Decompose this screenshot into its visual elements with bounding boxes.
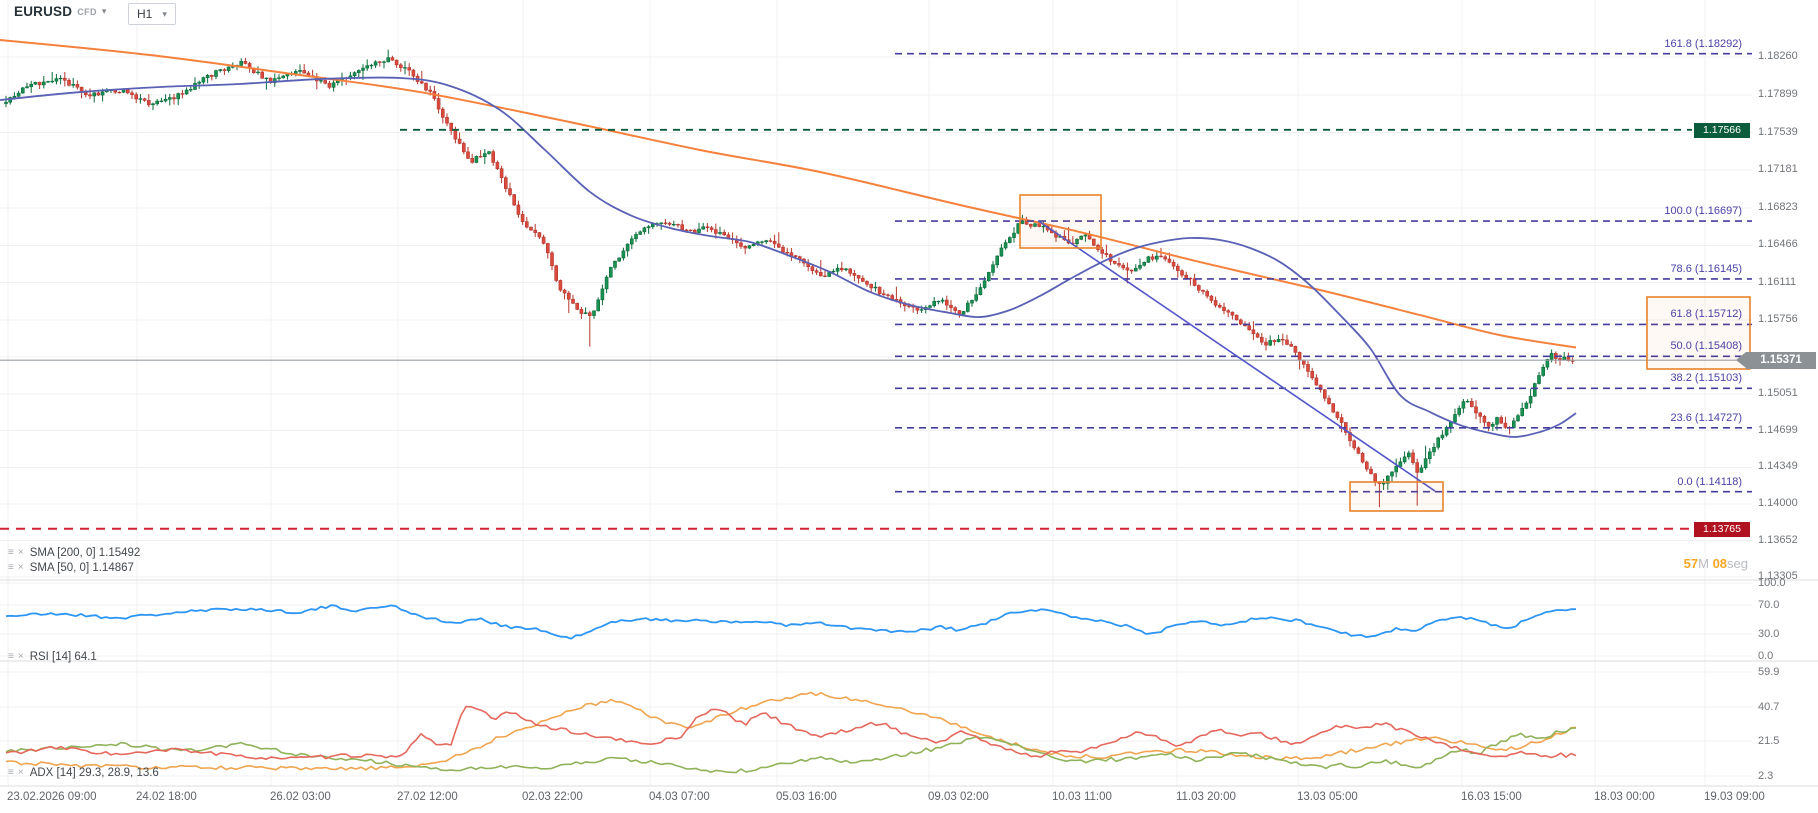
time-axis-label: 04.03 07:00	[649, 791, 710, 803]
adx-label: ADX [14] 29.3, 28.9, 13.6	[29, 766, 159, 779]
rsi-label: RSI [14] 64.1	[29, 650, 97, 663]
time-axis-label: 19.03 09:00	[1704, 791, 1765, 803]
settings-icon[interactable]: ≡	[8, 547, 14, 558]
fib-level-label: 100.0 (1.16697)	[1664, 205, 1742, 218]
settings-icon[interactable]: ≡	[8, 651, 14, 662]
time-axis-label: 16.03 15:00	[1461, 791, 1522, 803]
time-axis-label: 11.03 20:00	[1176, 791, 1236, 803]
time-axis-label: 10.03 11:00	[1052, 791, 1112, 803]
close-icon[interactable]: ×	[17, 562, 24, 573]
time-axis-label: 13.03 05:00	[1297, 791, 1358, 803]
instrument-type-badge: CFD	[77, 6, 97, 17]
time-axis-label: 02.03 22:00	[522, 791, 583, 803]
settings-icon[interactable]: ≡	[8, 767, 14, 778]
sma200-label: SMA [200, 0] 1.15492	[29, 546, 141, 559]
close-icon[interactable]: ×	[17, 651, 24, 662]
price-axis-label: 1.14699	[1758, 423, 1798, 436]
timer-minutes: 57	[1683, 556, 1699, 571]
rsi-axis-label: 100.0	[1758, 576, 1786, 589]
time-axis-label: 23.02.2026 09:00	[7, 791, 97, 803]
fib-level-label: 61.8 (1.15712)	[1670, 308, 1742, 321]
adx-axis-label: 59.9	[1758, 665, 1780, 678]
price-axis-label: 1.17899	[1758, 87, 1798, 100]
price-axis-label: 1.18260	[1758, 50, 1798, 62]
time-axis-label: 27.02 12:00	[397, 791, 458, 803]
time-axis-label: 09.03 02:00	[928, 791, 989, 803]
adx-axis-label: 21.5	[1758, 734, 1780, 747]
adx-axis-label: 2.3	[1758, 769, 1774, 782]
chevron-down-icon: ▾	[101, 6, 107, 16]
adx-axis-label: 40.7	[1758, 700, 1780, 713]
toolbar: EURUSD CFD ▾ H1 ▾	[0, 0, 1818, 28]
price-axis-label: 1.16823	[1758, 200, 1798, 213]
price-axis-label: 1.13652	[1758, 533, 1798, 546]
price-axis-label: 1.17181	[1758, 163, 1798, 176]
fib-level-label: 0.0 (1.14118)	[1677, 475, 1742, 488]
current-price-arrow	[1736, 352, 1746, 368]
fib-level-label: 23.6 (1.14727)	[1670, 411, 1742, 424]
sma200-legend: ≡ × SMA [200, 0] 1.15492	[8, 546, 140, 559]
price-axis-label: 1.17539	[1758, 125, 1798, 138]
resistance-price-badge: 1.17566	[1694, 123, 1750, 138]
timeframe-selector[interactable]: H1 ▾	[128, 3, 176, 25]
settings-icon[interactable]: ≡	[8, 562, 14, 573]
fib-level-label: 78.6 (1.16145)	[1670, 262, 1742, 275]
time-axis-label: 24.02 18:00	[136, 791, 197, 803]
time-axis-label: 05.03 16:00	[776, 791, 837, 803]
fib-level-label: 38.2 (1.15103)	[1670, 372, 1742, 385]
sma50-legend: ≡ × SMA [50, 0] 1.14867	[8, 561, 134, 574]
price-axis-label: 1.13305	[1758, 570, 1798, 582]
support-price-badge: 1.13765	[1694, 522, 1750, 537]
time-axis-label: 18.03 00:00	[1594, 791, 1655, 803]
rsi-axis-label: 0.0	[1758, 649, 1774, 662]
symbol-name: EURUSD	[14, 4, 73, 19]
rsi-axis-label: 30.0	[1758, 627, 1780, 640]
current-price-badge: 1.15371	[1746, 352, 1816, 369]
price-axis-label: 1.15051	[1758, 386, 1798, 399]
price-axis-label: 1.16111	[1758, 275, 1797, 288]
price-axis-label: 1.14000	[1758, 497, 1798, 510]
symbol-selector[interactable]: EURUSD CFD ▾	[14, 4, 106, 19]
timer-seconds-unit: seg	[1727, 556, 1748, 571]
close-icon[interactable]: ×	[17, 547, 24, 558]
rsi-legend: ≡ × RSI [14] 64.1	[8, 650, 97, 663]
price-axis-label: 1.15756	[1758, 312, 1798, 325]
chevron-down-icon: ▾	[162, 8, 167, 19]
timer-seconds: 08	[1712, 556, 1728, 571]
timeframe-value: H1	[137, 7, 153, 21]
rsi-axis-label: 70.0	[1758, 598, 1780, 611]
fib-level-label: 50.0 (1.15408)	[1670, 340, 1742, 353]
price-axis-label: 1.16466	[1758, 238, 1798, 251]
price-axis-label: 1.14349	[1758, 460, 1798, 473]
time-axis-label: 26.02 03:00	[270, 791, 331, 803]
sma50-label: SMA [50, 0] 1.14867	[29, 561, 134, 574]
timer-minutes-unit: M	[1698, 556, 1709, 571]
adx-legend: ≡ × ADX [14] 29.3, 28.9, 13.6	[8, 766, 159, 779]
candle-countdown-timer: 57M 08seg	[1684, 556, 1748, 571]
fib-level-label: 161.8 (1.18292)	[1664, 37, 1742, 50]
close-icon[interactable]: ×	[17, 767, 24, 778]
